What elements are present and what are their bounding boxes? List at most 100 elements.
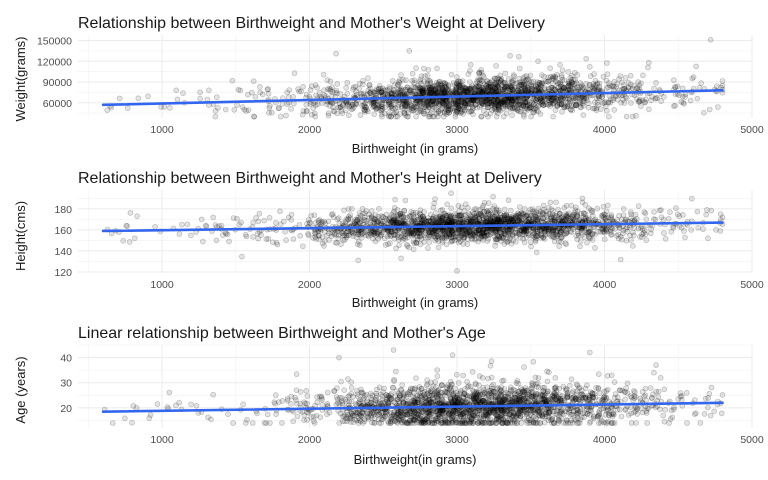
scatter-point bbox=[391, 111, 397, 117]
scatter-point bbox=[416, 84, 423, 91]
scatter-point bbox=[132, 235, 138, 242]
scatter-point bbox=[518, 227, 525, 233]
x-tick-label: 3000 bbox=[445, 124, 469, 136]
scatter-point bbox=[437, 217, 444, 224]
scatter-point bbox=[472, 81, 479, 87]
scatter-point bbox=[340, 102, 346, 108]
scatter-point bbox=[215, 105, 221, 111]
scatter-point bbox=[411, 77, 418, 84]
scatter-point-outlier bbox=[579, 195, 586, 202]
scatter-point bbox=[507, 84, 514, 90]
scatter-point bbox=[385, 241, 391, 247]
scatter-point bbox=[572, 95, 579, 101]
scatter-point bbox=[389, 105, 396, 112]
scatter-point bbox=[508, 84, 514, 91]
scatter-point bbox=[352, 83, 359, 90]
scatter-point bbox=[458, 110, 464, 116]
scatter-point bbox=[547, 199, 554, 206]
scatter-point bbox=[708, 384, 715, 391]
scatter-point bbox=[210, 214, 216, 221]
scatter-point bbox=[421, 78, 427, 85]
scatter-point bbox=[484, 104, 491, 111]
scatter-point bbox=[363, 228, 370, 234]
scatter-point bbox=[703, 211, 710, 218]
scatter-point bbox=[412, 84, 419, 91]
scatter-point bbox=[378, 89, 385, 95]
scatter-point bbox=[507, 84, 514, 90]
scatter-point bbox=[462, 211, 469, 218]
scatter-point bbox=[656, 207, 663, 214]
scatter-point bbox=[386, 113, 392, 120]
scatter-point bbox=[404, 86, 411, 93]
scatter-point bbox=[397, 87, 403, 94]
scatter-point bbox=[520, 111, 527, 118]
scatter-point bbox=[491, 75, 498, 82]
scatter-point bbox=[614, 96, 621, 103]
scatter-point bbox=[596, 95, 603, 101]
scatter-point bbox=[600, 74, 607, 80]
scatter-point bbox=[432, 87, 439, 93]
panel-title: Relationship between Birthweight and Mot… bbox=[78, 15, 545, 32]
scatter-point bbox=[312, 113, 319, 120]
scatter-point bbox=[693, 63, 699, 70]
scatter-point bbox=[705, 235, 711, 242]
scatter-point bbox=[417, 88, 423, 95]
scatter-point bbox=[433, 89, 440, 96]
scatter-point bbox=[416, 88, 422, 95]
scatter-point bbox=[495, 97, 502, 104]
scatter-point bbox=[245, 91, 251, 98]
scatter-point bbox=[426, 239, 433, 246]
scatter-point bbox=[550, 113, 556, 120]
scatter-point bbox=[315, 232, 322, 239]
scatter-point bbox=[455, 81, 461, 88]
scatter-point bbox=[349, 206, 355, 212]
scatter-point bbox=[484, 101, 491, 107]
x-axis-title: Birthweight (in grams) bbox=[352, 295, 478, 310]
panel-title: Relationship between Birthweight and Mot… bbox=[78, 170, 542, 187]
scatter-point bbox=[469, 209, 476, 215]
scatter-point bbox=[375, 86, 382, 93]
scatter-point bbox=[250, 78, 257, 84]
scatter-point bbox=[458, 87, 464, 94]
scatter-point bbox=[445, 107, 452, 114]
scatter-point bbox=[573, 213, 580, 220]
scatter-point bbox=[576, 99, 583, 106]
scatter-point bbox=[543, 78, 549, 85]
scatter-point bbox=[515, 101, 522, 108]
scatter-point bbox=[283, 112, 289, 119]
scatter-point bbox=[409, 217, 416, 224]
scatter-point bbox=[611, 107, 618, 113]
scatter-point bbox=[424, 100, 431, 107]
scatter-point bbox=[545, 95, 552, 102]
scatter-point bbox=[706, 106, 713, 113]
scatter-point bbox=[468, 101, 475, 108]
scatter-point bbox=[344, 79, 351, 86]
scatter-point bbox=[476, 70, 483, 77]
scatter-point bbox=[527, 104, 533, 111]
scatter-point bbox=[494, 233, 501, 240]
scatter-point bbox=[328, 211, 335, 218]
scatter-point bbox=[397, 90, 404, 96]
scatter-point bbox=[653, 80, 659, 86]
scatter-point bbox=[428, 99, 435, 105]
scatter-point bbox=[406, 244, 412, 251]
scatter-point bbox=[711, 408, 718, 415]
scatter-point bbox=[408, 230, 414, 236]
x-tick-label: 5000 bbox=[740, 279, 764, 291]
scatter-point bbox=[536, 227, 543, 233]
scatter-point bbox=[564, 211, 571, 218]
scatter-point bbox=[479, 100, 486, 107]
scatter-point bbox=[568, 202, 575, 209]
scatter-point bbox=[427, 89, 434, 95]
scatter-point bbox=[605, 84, 612, 91]
scatter-point bbox=[345, 228, 352, 235]
scatter-point bbox=[501, 86, 508, 92]
scatter-point bbox=[434, 65, 440, 72]
scatter-point bbox=[625, 84, 632, 91]
scatter-point bbox=[341, 207, 347, 214]
scatter-point bbox=[620, 212, 627, 218]
scatter-point bbox=[682, 234, 688, 241]
scatter-point bbox=[453, 86, 459, 93]
scatter-point bbox=[477, 76, 483, 83]
scatter-point bbox=[544, 217, 551, 224]
